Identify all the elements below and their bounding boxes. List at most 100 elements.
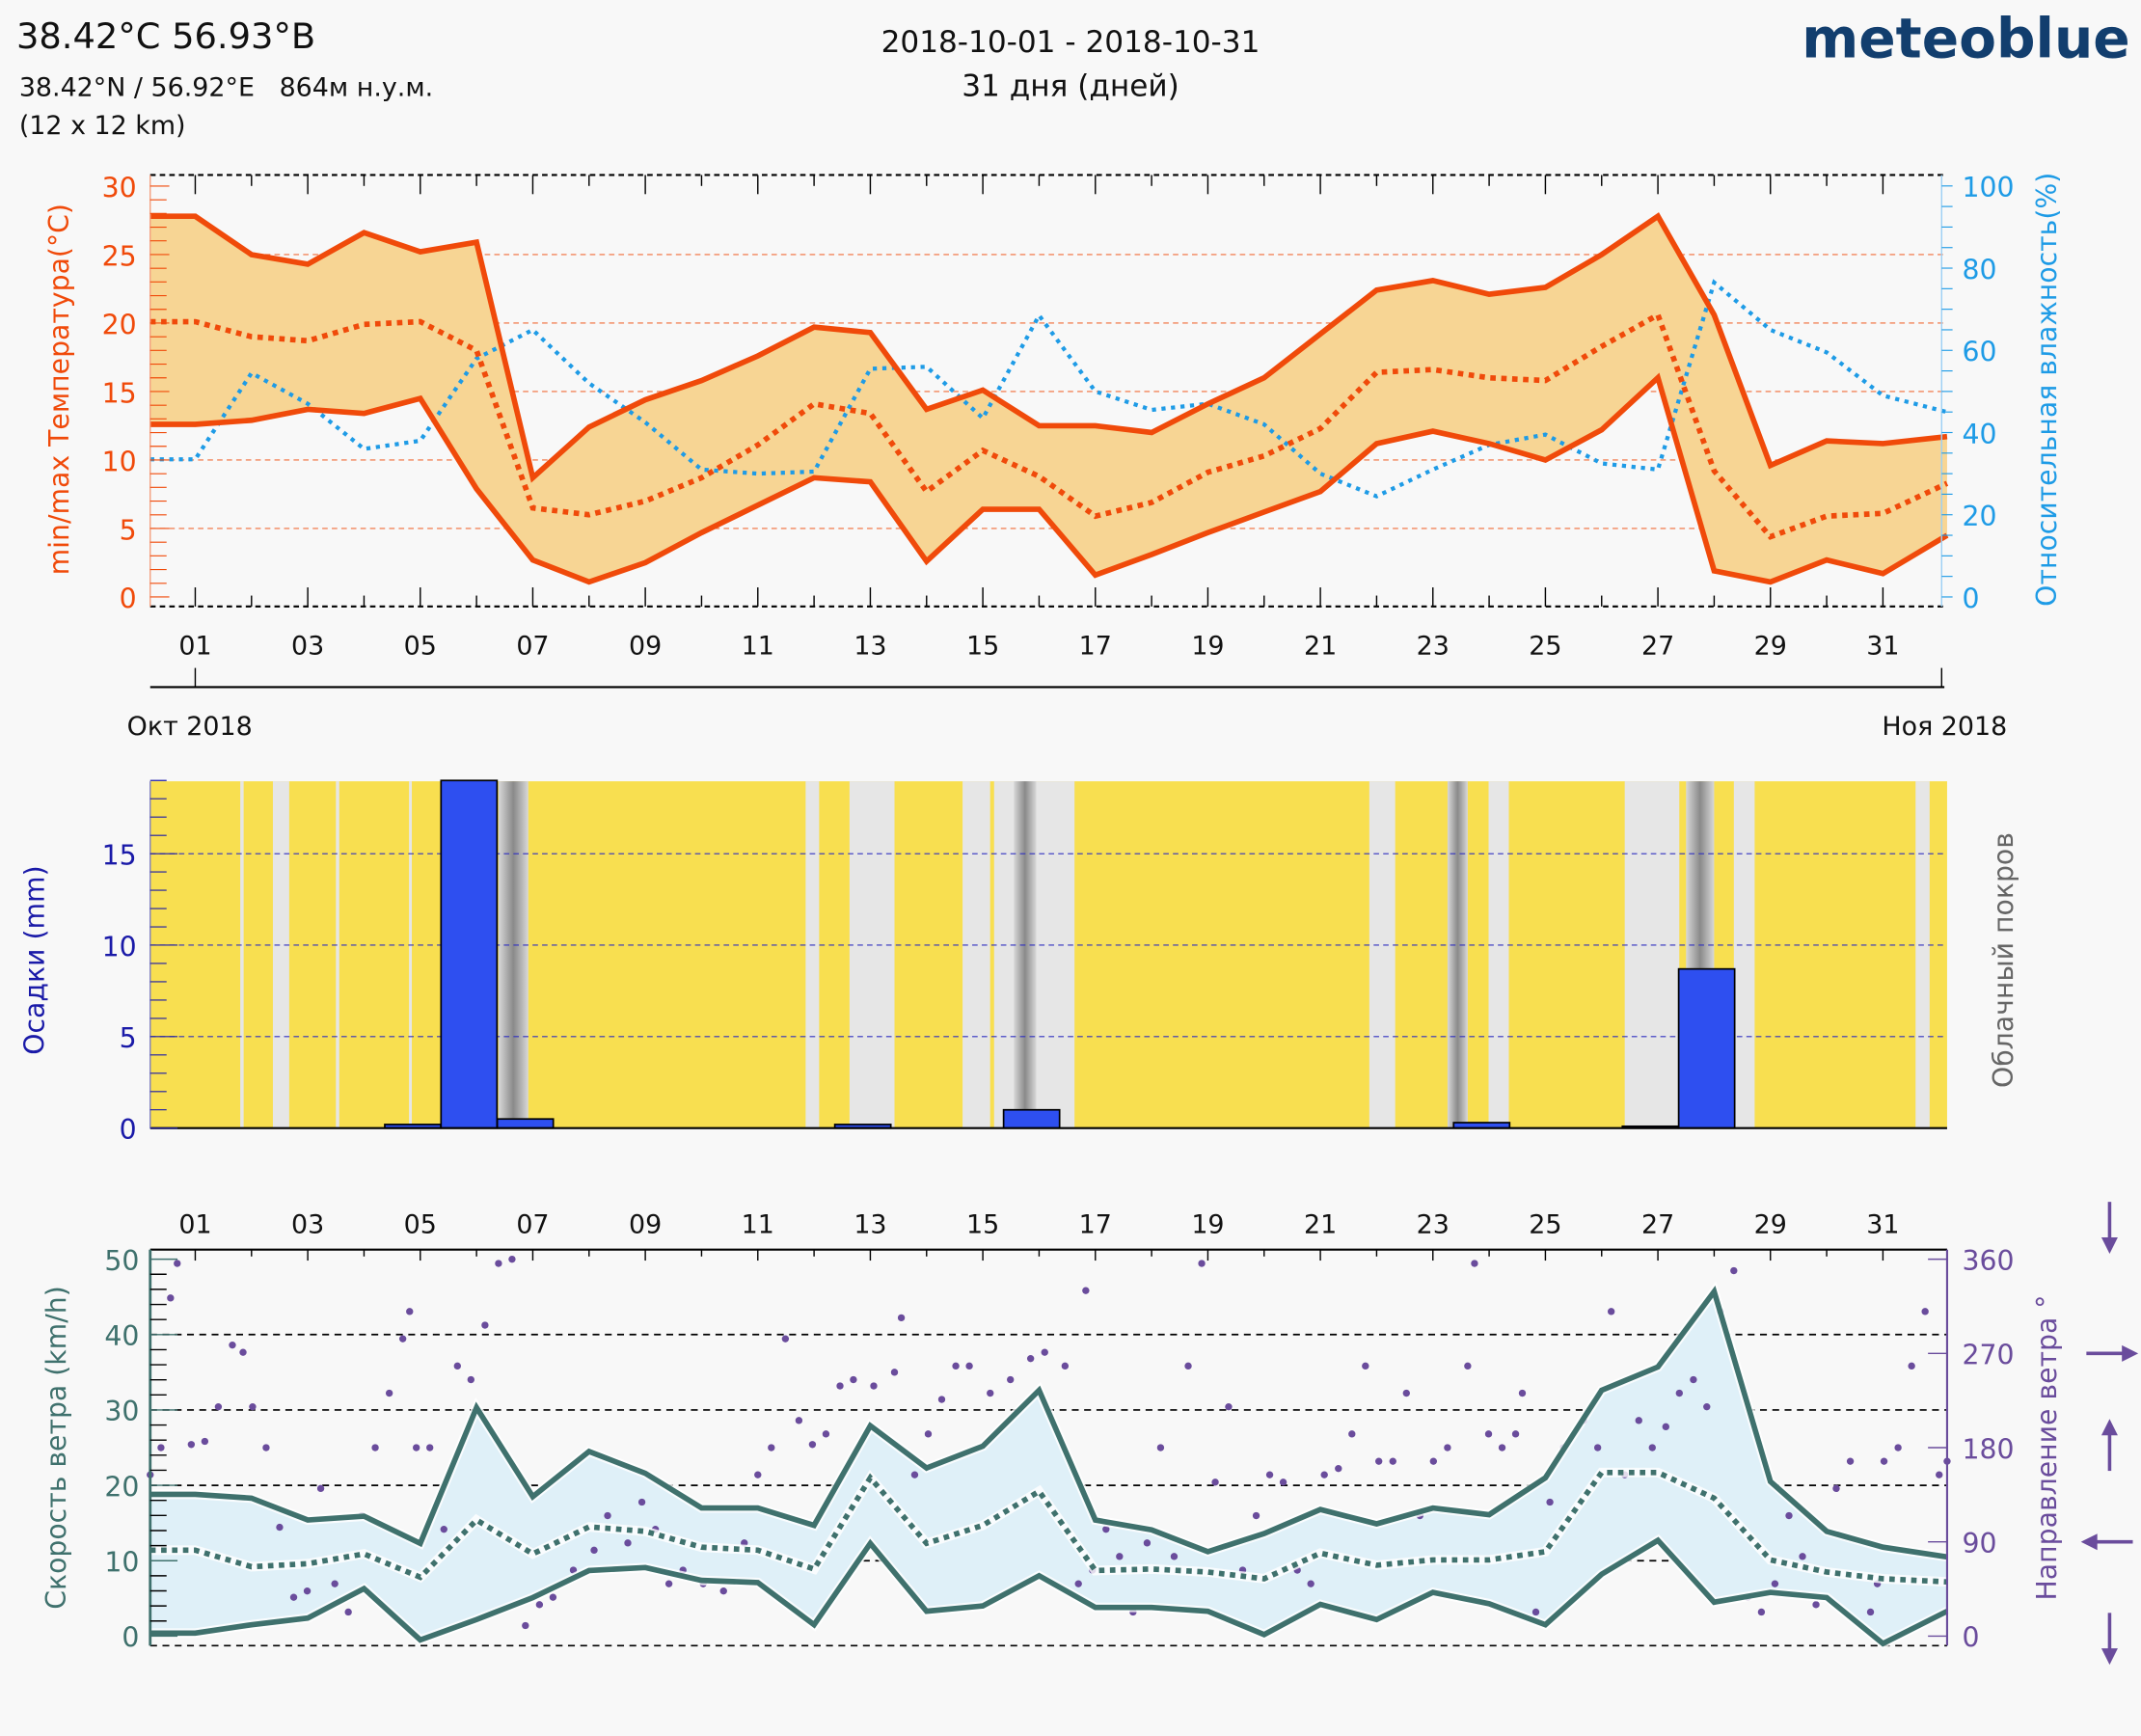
wind-direction-axis-label: Направление ветра ° <box>2031 1295 2063 1601</box>
wind-direction-point <box>1703 1403 1711 1411</box>
wind-direction-point <box>664 1580 673 1587</box>
wind-direction-point <box>413 1444 420 1451</box>
wind-direction-point <box>1730 1266 1738 1275</box>
wind-direction-point <box>467 1375 474 1384</box>
north-arrow-bottom-icon-head <box>2100 1648 2118 1666</box>
date-range: 2018-10-01 - 2018-10-31 <box>881 25 1260 60</box>
humidity-tick-label: 40 <box>1963 419 1997 450</box>
east-arrow-icon <box>2080 1533 2133 1551</box>
temperature-x-label: 13 <box>854 631 886 661</box>
cloud-cover-band <box>1624 781 1680 1128</box>
wind-direction-point <box>1082 1287 1090 1294</box>
wind-direction-point <box>1143 1539 1152 1547</box>
wind-direction-point <box>1785 1511 1793 1520</box>
wind-direction-point <box>822 1430 830 1438</box>
temperature-x-label: 27 <box>1641 631 1674 661</box>
wind-direction-point <box>1348 1430 1356 1438</box>
mean-temperature-line <box>149 311 1949 540</box>
wind-direction-point <box>1607 1308 1615 1316</box>
temperature-axis-label: min/max Температура(°C) <box>43 203 75 575</box>
wind-speed-tick-label: 50 <box>104 1245 139 1277</box>
wind-direction-point <box>453 1362 461 1370</box>
wind-direction-point <box>495 1260 502 1267</box>
grid-resolution: (12 x 12 km) <box>19 111 186 141</box>
wind-direction-point <box>440 1525 447 1533</box>
precipitation-bar <box>440 779 499 1129</box>
humidity-tick-label: 60 <box>1963 337 1997 368</box>
wind-direction-point <box>1184 1362 1192 1370</box>
wind-direction-point <box>910 1471 919 1478</box>
cloud-cover-band <box>272 781 289 1128</box>
precipitation-bars <box>384 779 1736 1129</box>
wind-direction-point <box>1593 1444 1602 1451</box>
temperature-x-label: 07 <box>516 631 549 661</box>
cloud-cover-band <box>336 781 339 1128</box>
wind-speed-tick-label: 40 <box>104 1320 139 1352</box>
wind-direction-point <box>1252 1511 1260 1520</box>
temperature-x-label: 05 <box>404 631 437 661</box>
wind-direction-point <box>522 1621 529 1630</box>
wind-direction-point <box>1511 1430 1520 1438</box>
wind-direction-point <box>1198 1260 1206 1267</box>
cloud-cover-band <box>1488 781 1509 1128</box>
wind-direction-point <box>768 1444 775 1451</box>
temperature-tick-label: 30 <box>102 172 137 203</box>
wind-direction-point <box>229 1342 236 1349</box>
wind-direction-point <box>1690 1375 1697 1384</box>
wind-direction-point <box>331 1580 339 1587</box>
wind-direction-point <box>1375 1457 1383 1465</box>
wind-direction-point <box>1116 1553 1124 1560</box>
wind-direction-point <box>1320 1471 1328 1478</box>
wind-direction-point <box>1866 1608 1875 1616</box>
wind-marks <box>147 1255 1951 1650</box>
wind-direction-point <box>371 1444 379 1451</box>
wind-direction-point <box>1484 1430 1493 1438</box>
wind-direction-point <box>1832 1484 1840 1493</box>
wind-direction-point <box>781 1335 790 1343</box>
wind-x-label: 13 <box>854 1210 886 1240</box>
wind-direction-point <box>1265 1471 1274 1478</box>
wind-direction-point <box>426 1444 434 1451</box>
north-arrow-icon-head <box>2100 1236 2118 1254</box>
meteoblue-logo[interactable]: meteoblue <box>1802 8 2129 71</box>
wind-x-label: 27 <box>1641 1210 1674 1240</box>
wind-direction-point <box>276 1523 284 1532</box>
precipitation-tick-label: 10 <box>102 931 137 963</box>
precipitation-bar <box>1677 967 1736 1129</box>
wind-x-label: 11 <box>742 1210 774 1240</box>
wind-direction-point <box>1880 1457 1888 1465</box>
precipitation-tick-label: 5 <box>120 1022 137 1054</box>
wind-direction-point <box>1921 1308 1929 1316</box>
wind-direction-point <box>1648 1444 1656 1451</box>
wind-speed-tick-label: 30 <box>104 1396 139 1427</box>
wind-x-label: 31 <box>1866 1210 1899 1240</box>
north-arrow-bottom-icon <box>2100 1613 2118 1666</box>
wind-direction-point <box>937 1396 946 1403</box>
wind-speed-tick-label: 10 <box>104 1547 139 1579</box>
wind-direction-point <box>1362 1362 1369 1370</box>
precipitation-chart: 0 5 10 15 Осадки (mm) Облачный покров <box>18 779 2019 1146</box>
wind-direction-point <box>569 1566 578 1574</box>
wind-direction-point <box>249 1403 257 1411</box>
wind-direction-point <box>1498 1444 1506 1451</box>
wind-direction-point <box>924 1430 933 1438</box>
temperature-x-label: 19 <box>1191 631 1224 661</box>
wind-direction-point <box>1662 1423 1669 1431</box>
location-coords: 38.42°N / 56.92°E 864м н.у.м. <box>19 72 433 102</box>
wind-direction-point <box>1335 1464 1342 1473</box>
precipitation-tick-label: 15 <box>102 839 137 871</box>
wind-x-label: 07 <box>516 1210 549 1240</box>
month-label-oct: Окт 2018 <box>127 712 253 742</box>
wind-direction-point <box>1026 1355 1035 1363</box>
wind-direction-point <box>850 1375 857 1384</box>
max-wind-line <box>149 1285 1948 1560</box>
cloud-cover-band <box>962 781 990 1128</box>
wind-direction-point <box>167 1294 175 1302</box>
cloud-cover-band <box>409 781 413 1128</box>
wind-direction-point <box>604 1511 611 1520</box>
wind-direction-point <box>1518 1389 1527 1397</box>
wind-direction-point <box>1061 1362 1070 1370</box>
wind-direction-point <box>187 1441 196 1449</box>
